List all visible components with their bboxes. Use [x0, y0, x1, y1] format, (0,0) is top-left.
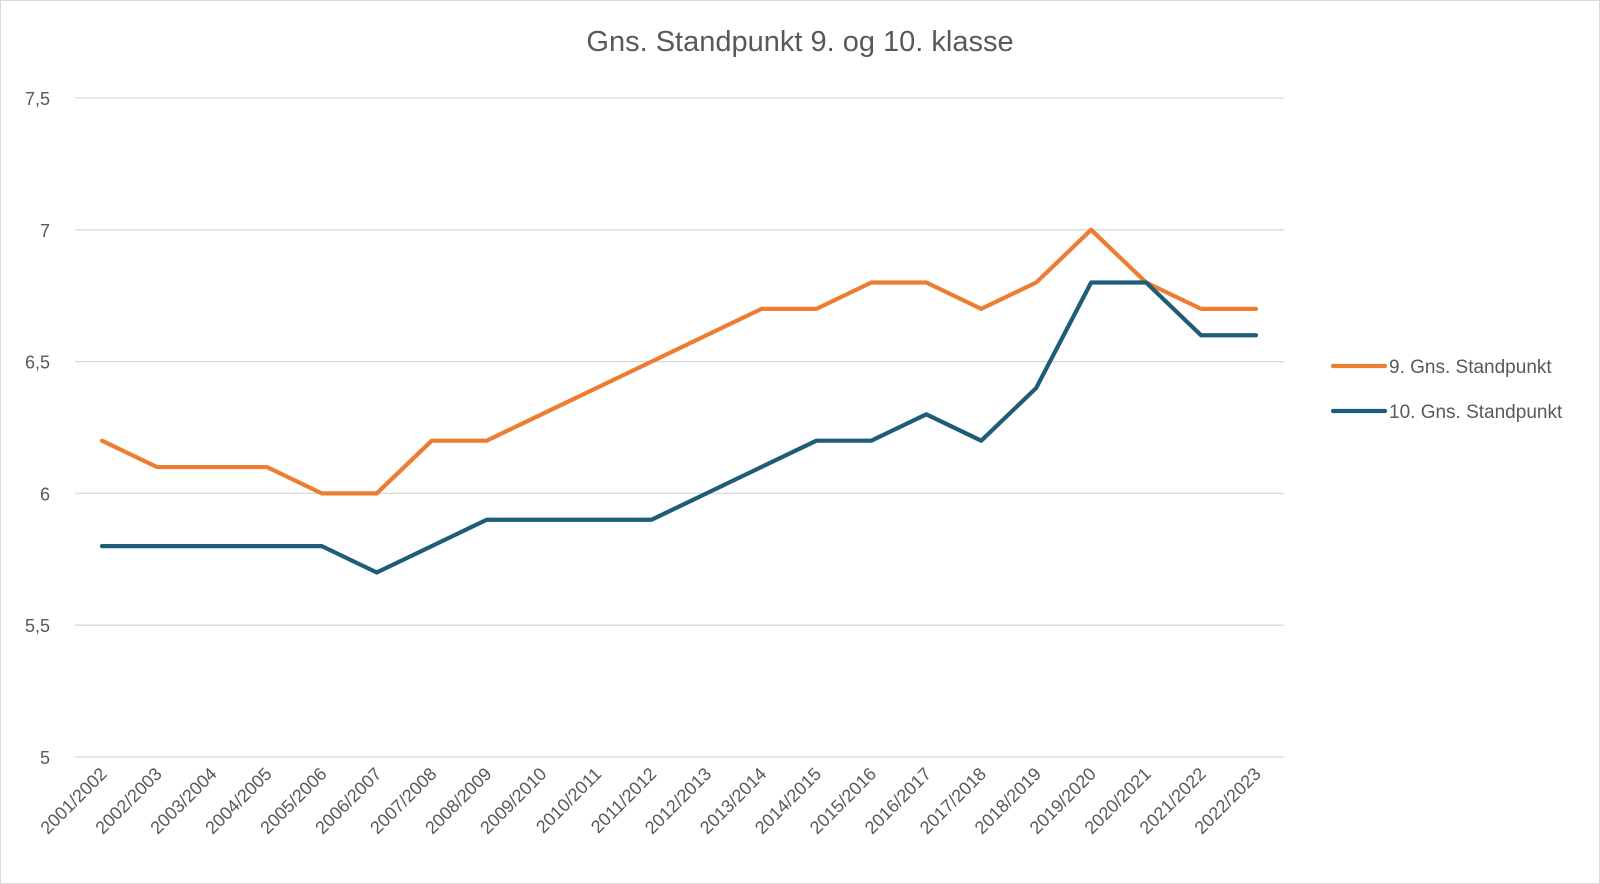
chart-title: Gns. Standpunkt 9. og 10. klasse [586, 26, 1014, 58]
y-axis-ticks: 5 5,5 6 6,5 7 7,5 [25, 89, 50, 768]
legend-label: 10. Gns. Standpunkt [1389, 402, 1563, 423]
grid-lines [75, 97, 1284, 758]
series-lines [99, 227, 1259, 575]
series-line-1 [99, 227, 1259, 496]
x-axis-ticks: 2001/20022002/20032003/20042004/20052005… [37, 764, 1265, 838]
legend: 9. Gns. Standpunkt 10. Gns. Standpunkt [1330, 357, 1563, 423]
y-tick-label: 5 [40, 748, 50, 768]
y-tick-label: 7,5 [25, 89, 50, 109]
series-line-2 [99, 280, 1259, 575]
y-tick-label: 6 [40, 484, 50, 504]
y-tick-label: 6,5 [25, 353, 50, 373]
y-tick-label: 5,5 [25, 616, 50, 636]
y-tick-label: 7 [40, 221, 50, 241]
legend-label: 9. Gns. Standpunkt [1389, 357, 1552, 378]
